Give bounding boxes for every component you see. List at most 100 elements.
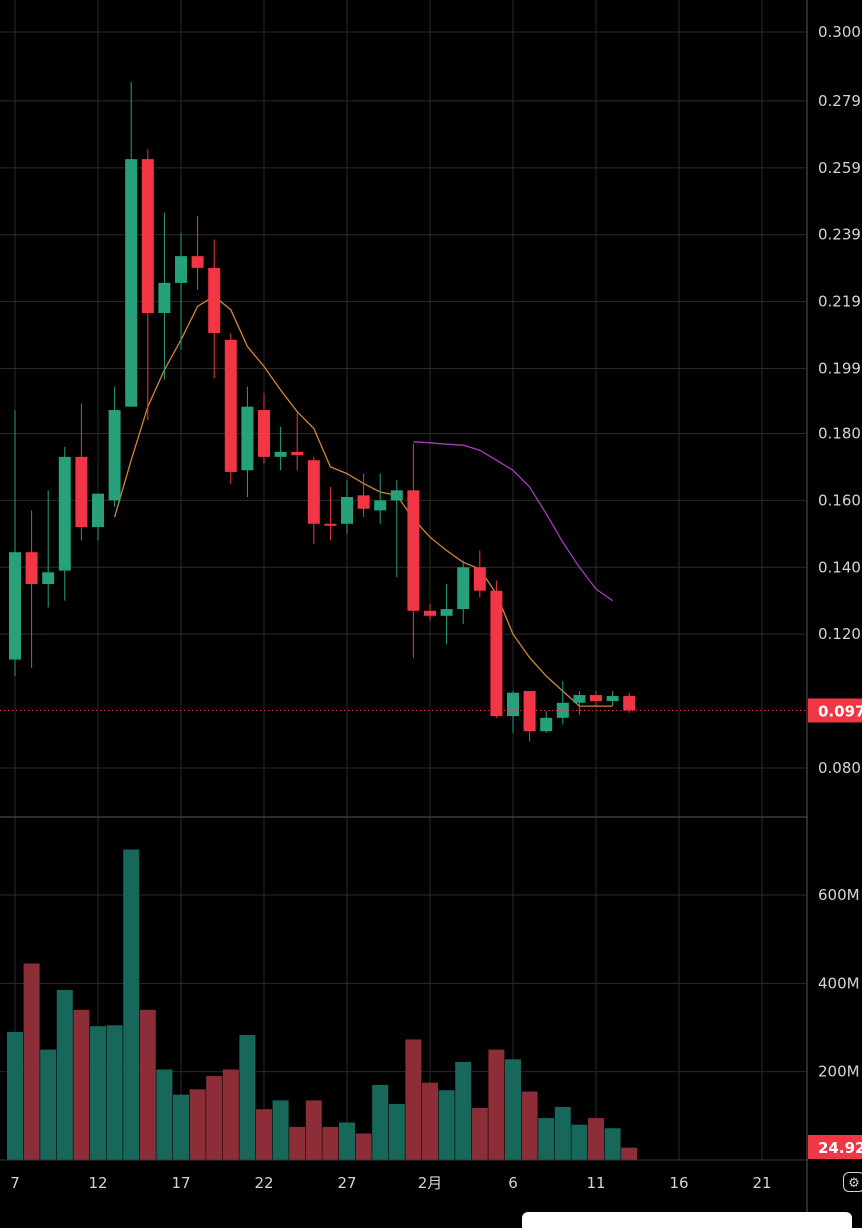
candlesticks [9, 82, 636, 742]
volume-bar [388, 1103, 405, 1160]
price-tick-label: 0.259 [818, 159, 861, 177]
candle-body [490, 590, 503, 717]
price-tick-label: 0.120 [818, 625, 861, 643]
volume-tick-label: 200M [818, 1063, 860, 1081]
price-tick-label: 0.279 [818, 92, 861, 110]
candle-body [623, 696, 636, 711]
volume-bar [256, 1109, 272, 1160]
volume-bar [156, 1069, 173, 1160]
volume-bar [438, 1090, 455, 1160]
current-volume-label: 24.92 [818, 1139, 862, 1157]
candle-body [573, 695, 586, 703]
candle-body [556, 702, 569, 718]
candle-body [25, 552, 38, 584]
price-axis[interactable]: 0.300 0.279 0.259 0.239 0.219 0.199 0.180 0.160… [818, 23, 861, 777]
grid-lines [0, 0, 807, 1160]
price-tick-label: 0.199 [818, 360, 861, 378]
candle-body [307, 460, 320, 524]
volume-bar [538, 1118, 555, 1160]
candle-body [9, 552, 21, 660]
candle-body [191, 256, 204, 268]
last-value-badges: 0.097 24.92 [0, 698, 862, 1159]
price-tick-label: 0.080 [818, 759, 861, 777]
candle-body [258, 410, 270, 457]
bottom-toolbar-edge [522, 1212, 852, 1228]
volume-bar [206, 1076, 223, 1160]
volume-bar [73, 1009, 90, 1160]
candle-body [58, 456, 71, 571]
volume-bar [571, 1124, 588, 1160]
current-volume-badge [808, 1135, 862, 1159]
candle-body [224, 339, 237, 472]
volume-bar [239, 1035, 256, 1160]
time-tick-label: 17 [171, 1174, 190, 1192]
candle-body [457, 567, 470, 610]
price-tick-label: 0.219 [818, 293, 861, 311]
time-tick-label: 27 [337, 1174, 356, 1192]
volume-tick-label: 400M [818, 974, 860, 992]
volume-bar [23, 963, 40, 1160]
volume-bar [139, 1009, 156, 1160]
candle-body [158, 282, 171, 314]
volume-bar [222, 1069, 239, 1160]
volume-bar [405, 1039, 422, 1160]
volume-bar [621, 1147, 638, 1160]
candle-body [507, 692, 519, 717]
volume-bars [7, 849, 638, 1160]
candle-body [75, 456, 88, 528]
price-tick-label: 0.180 [818, 424, 861, 442]
volume-bar [521, 1091, 538, 1160]
time-tick-label: 7 [10, 1174, 20, 1192]
candle-body [473, 567, 486, 591]
time-tick-label: 22 [254, 1174, 273, 1192]
candle-body [440, 609, 453, 616]
candle-body [341, 497, 353, 524]
candle-body [540, 717, 553, 732]
candle-body [374, 500, 387, 511]
price-tick-label: 0.300 [818, 23, 861, 41]
candle-body [42, 572, 55, 584]
volume-bar [289, 1126, 306, 1160]
volume-bar [471, 1107, 488, 1160]
chart-settings-icon[interactable]: ⚙ [843, 1172, 862, 1192]
time-tick-label: 21 [752, 1174, 771, 1192]
candle-body [92, 493, 104, 528]
volume-bar [488, 1049, 505, 1160]
price-tick-label: 0.239 [818, 226, 861, 244]
candle-body [125, 159, 138, 407]
volume-bar [355, 1133, 372, 1160]
current-price-label: 0.097 [818, 702, 862, 720]
current-price-badge [808, 698, 862, 723]
volume-bar [90, 1026, 106, 1160]
volume-bar [272, 1100, 289, 1160]
time-tick-label: 6 [508, 1174, 518, 1192]
time-axis[interactable]: 7 12 17 22 27 2月 6 11 16 21 [10, 1174, 771, 1192]
candle-body [324, 523, 337, 526]
candle-body [274, 451, 287, 457]
volume-bar [372, 1084, 389, 1160]
volume-bar [604, 1128, 621, 1160]
long-moving-average-line [413, 441, 613, 602]
price-tick-label: 0.140 [818, 558, 861, 576]
volume-bar [173, 1094, 189, 1160]
candle-body [590, 695, 602, 702]
volume-bar [422, 1082, 438, 1160]
candle-body [175, 256, 187, 283]
volume-bar [554, 1107, 571, 1160]
candle-body [523, 691, 536, 732]
candle-body [291, 451, 304, 456]
candle-body [208, 267, 221, 334]
volume-axis[interactable]: 600M 400M 200M [818, 886, 860, 1081]
volume-bar [305, 1100, 322, 1160]
candle-body [424, 610, 436, 616]
volume-bar [56, 989, 73, 1160]
price-tick-label: 0.160 [818, 491, 861, 509]
volume-bar [106, 1025, 123, 1160]
volume-bar [455, 1061, 472, 1160]
time-tick-label: 2月 [418, 1174, 443, 1192]
volume-bar [322, 1126, 339, 1160]
volume-bar [505, 1059, 521, 1160]
volume-bar [123, 849, 140, 1160]
volume-tick-label: 600M [818, 886, 860, 904]
